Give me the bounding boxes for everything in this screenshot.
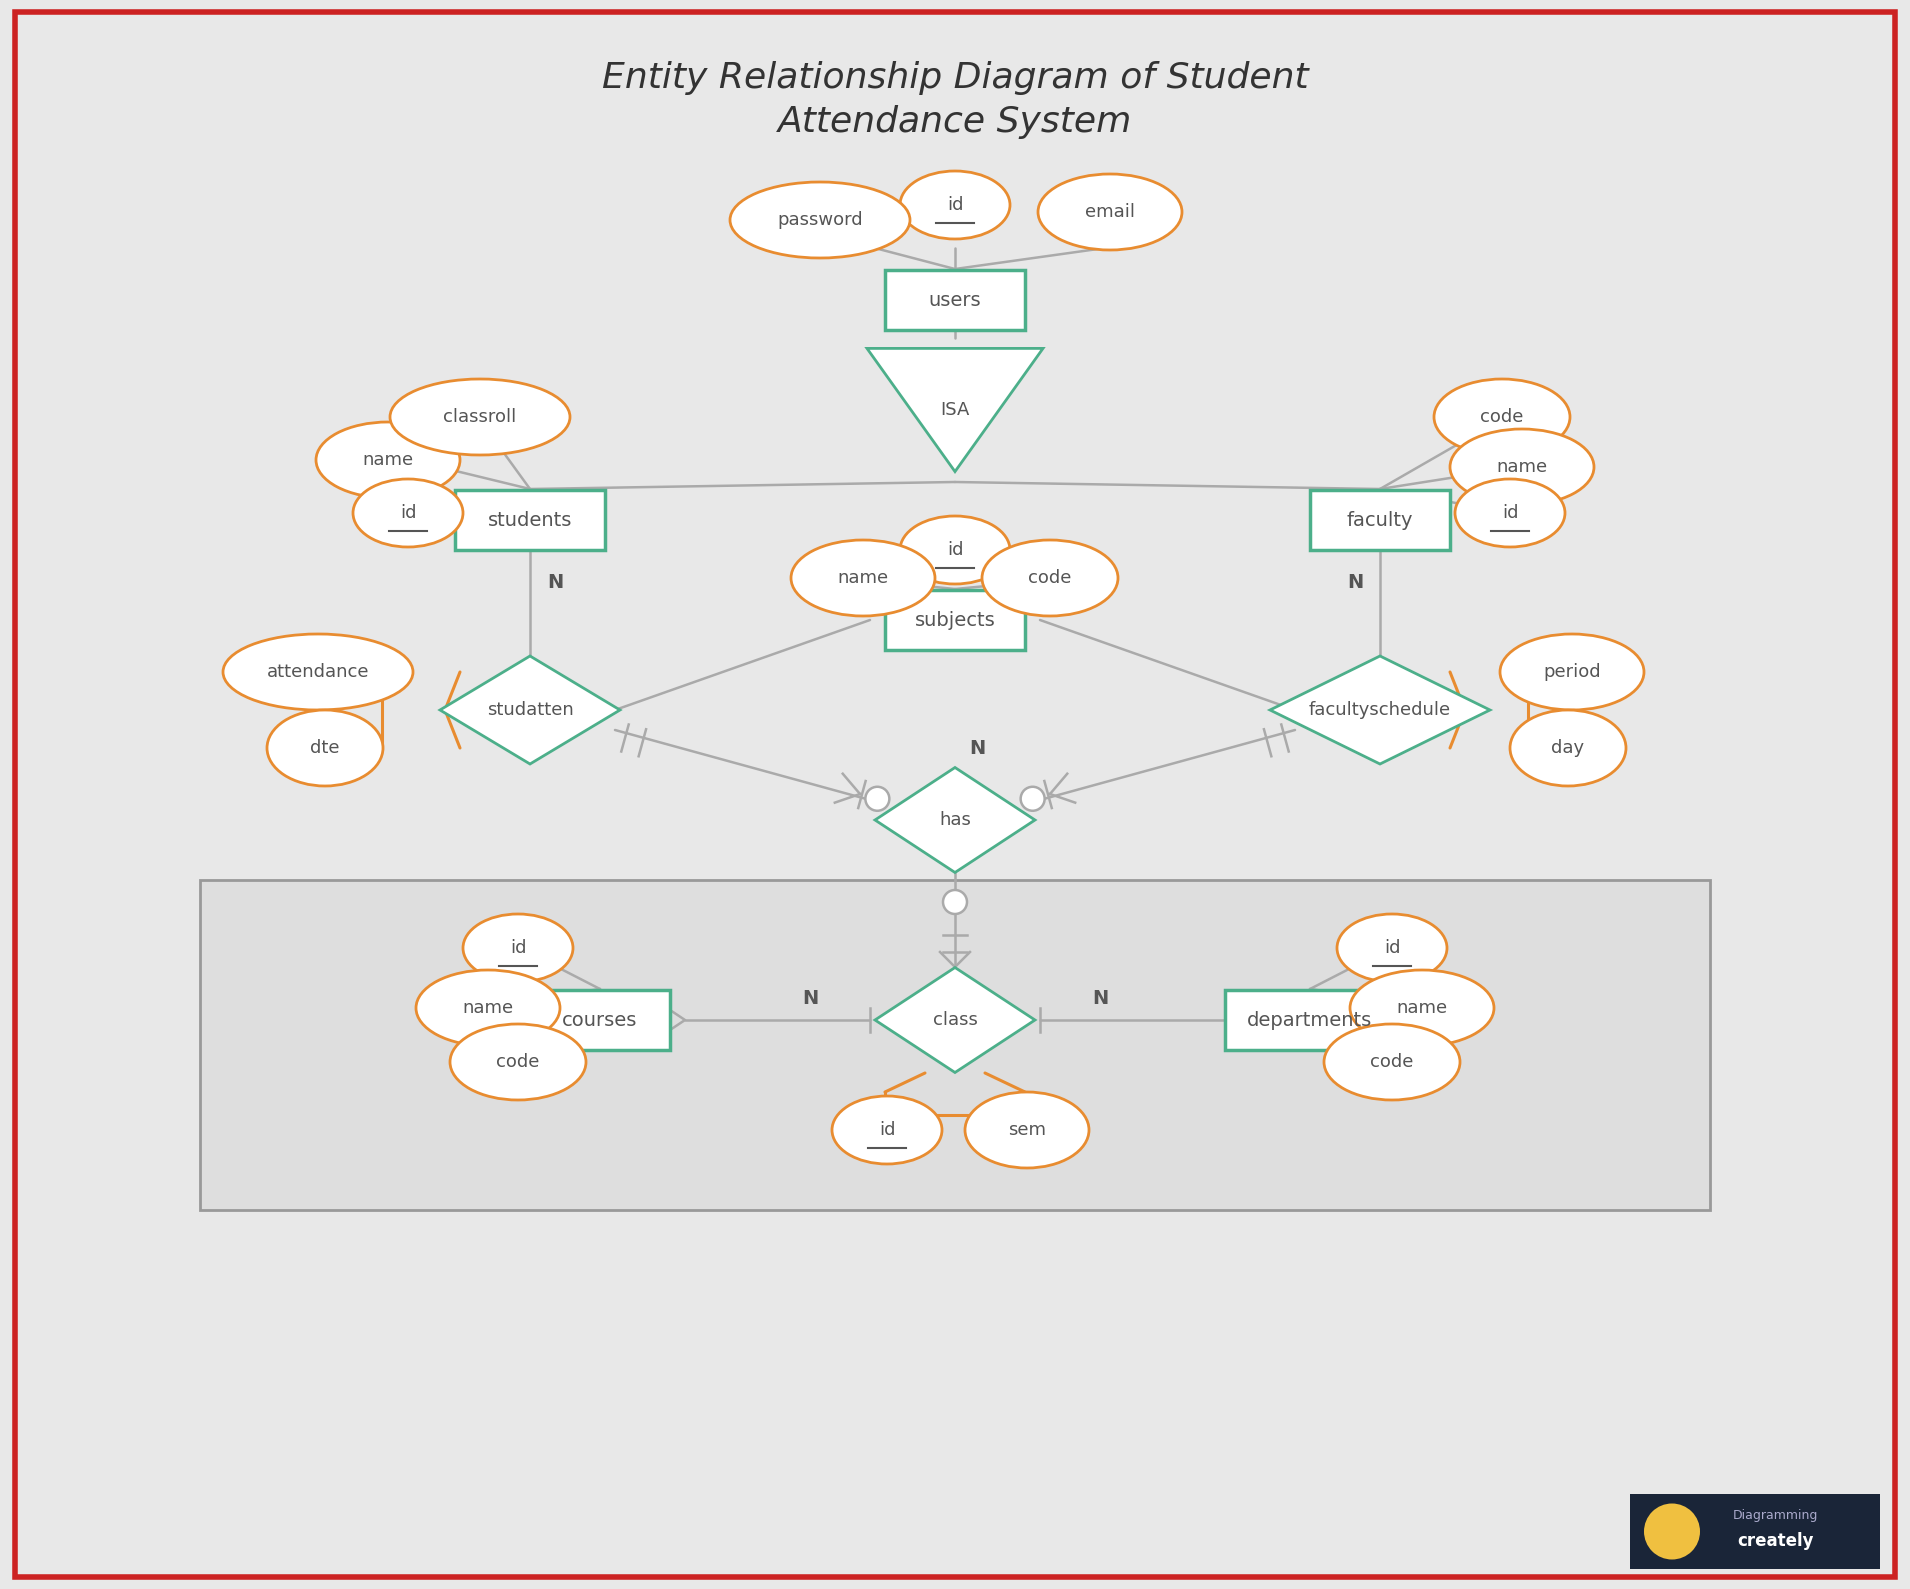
Text: creately: creately (1736, 1532, 1813, 1549)
FancyBboxPatch shape (529, 990, 670, 1050)
Text: email: email (1085, 203, 1135, 221)
Polygon shape (867, 348, 1043, 472)
Circle shape (944, 890, 966, 914)
Ellipse shape (730, 183, 909, 257)
Ellipse shape (900, 516, 1010, 585)
Text: N: N (546, 572, 563, 591)
Polygon shape (875, 767, 1035, 872)
FancyBboxPatch shape (1224, 990, 1394, 1050)
Ellipse shape (1450, 429, 1595, 505)
Text: subjects: subjects (915, 610, 995, 629)
Polygon shape (439, 656, 621, 764)
Text: code: code (1480, 408, 1524, 426)
Text: N: N (802, 988, 817, 1007)
Ellipse shape (462, 914, 573, 982)
FancyBboxPatch shape (884, 270, 1026, 331)
Text: N: N (1093, 988, 1108, 1007)
Text: id: id (947, 195, 963, 215)
Text: studatten: studatten (487, 701, 573, 718)
Polygon shape (875, 968, 1035, 1073)
Text: id: id (510, 939, 527, 957)
FancyBboxPatch shape (1310, 489, 1450, 550)
Bar (201, 880, 1709, 1209)
Text: N: N (1347, 572, 1364, 591)
FancyBboxPatch shape (884, 590, 1026, 650)
Text: has: has (940, 810, 970, 829)
Text: password: password (777, 211, 863, 229)
Text: code: code (1028, 569, 1072, 586)
Text: Diagramming: Diagramming (1732, 1508, 1818, 1522)
Text: dte: dte (309, 739, 340, 756)
Text: departments: departments (1247, 1011, 1373, 1030)
Circle shape (1645, 1503, 1700, 1559)
Text: sem: sem (1008, 1120, 1047, 1139)
Text: name: name (462, 999, 514, 1017)
Ellipse shape (315, 423, 460, 497)
Text: ISA: ISA (940, 400, 970, 419)
Text: students: students (487, 510, 573, 529)
Text: classroll: classroll (443, 408, 516, 426)
Ellipse shape (1434, 380, 1570, 454)
Bar (1629, 1494, 1879, 1568)
Text: facultyschedule: facultyschedule (1308, 701, 1452, 718)
Ellipse shape (1350, 969, 1494, 1046)
Circle shape (1020, 787, 1045, 810)
FancyBboxPatch shape (455, 489, 605, 550)
Ellipse shape (223, 634, 413, 710)
Ellipse shape (1499, 634, 1645, 710)
Text: users: users (928, 291, 982, 310)
Text: id: id (947, 540, 963, 559)
Text: courses: courses (562, 1011, 638, 1030)
Ellipse shape (1337, 914, 1448, 982)
Text: period: period (1543, 663, 1601, 682)
Ellipse shape (1511, 710, 1625, 787)
Text: name: name (1396, 999, 1448, 1017)
Ellipse shape (353, 478, 462, 547)
Text: name: name (363, 451, 414, 469)
Polygon shape (1270, 656, 1490, 764)
Text: day: day (1551, 739, 1585, 756)
Ellipse shape (900, 172, 1010, 238)
Text: id: id (879, 1120, 896, 1139)
Ellipse shape (965, 1092, 1089, 1168)
Ellipse shape (982, 540, 1117, 617)
Text: code: code (497, 1054, 541, 1071)
Text: id: id (1383, 939, 1400, 957)
Ellipse shape (451, 1023, 586, 1100)
Ellipse shape (1037, 175, 1182, 249)
Text: code: code (1369, 1054, 1413, 1071)
Text: Entity Relationship Diagram of Student
Attendance System: Entity Relationship Diagram of Student A… (602, 60, 1308, 140)
Text: N: N (968, 739, 986, 758)
Text: class: class (932, 1011, 978, 1030)
Ellipse shape (1324, 1023, 1459, 1100)
Ellipse shape (833, 1096, 942, 1165)
Text: name: name (837, 569, 888, 586)
Ellipse shape (791, 540, 936, 617)
Ellipse shape (416, 969, 560, 1046)
Text: id: id (1501, 504, 1518, 523)
Text: attendance: attendance (267, 663, 369, 682)
Text: name: name (1496, 458, 1547, 477)
Ellipse shape (267, 710, 384, 787)
Ellipse shape (1455, 478, 1564, 547)
Text: faculty: faculty (1347, 510, 1413, 529)
Ellipse shape (390, 380, 569, 454)
Circle shape (865, 787, 890, 810)
Text: id: id (399, 504, 416, 523)
